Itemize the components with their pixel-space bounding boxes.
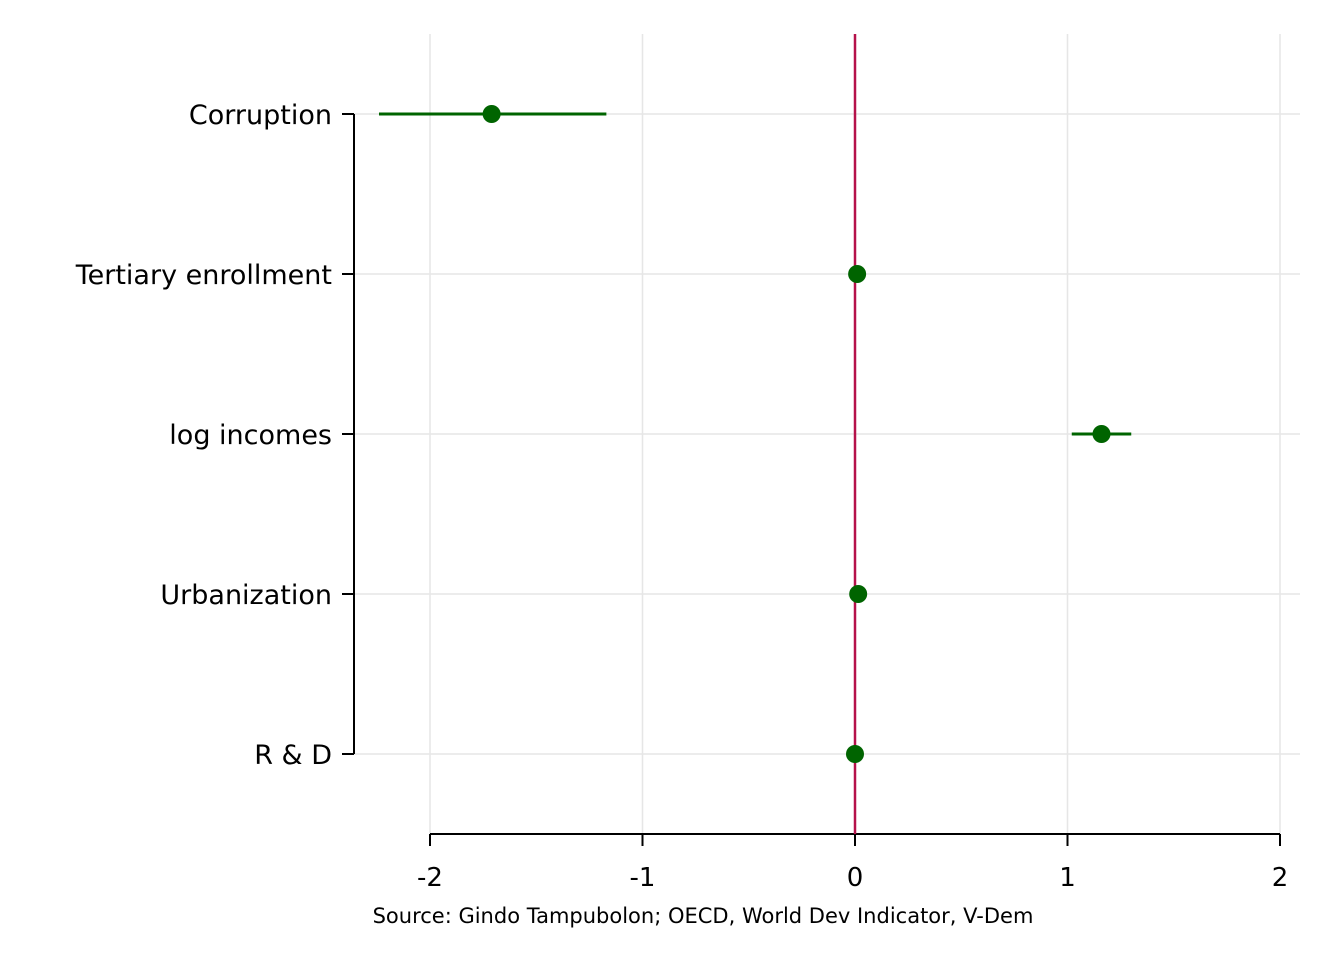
y-category-label: Corruption [189,100,332,131]
point-estimate [1092,425,1111,443]
y-category-label: Urbanization [160,580,332,611]
y-category-label: Tertiary enrollment [75,260,332,291]
point-estimate [848,265,867,283]
point-estimate [849,585,868,603]
source-note: Source: Gindo Tampubolon; OECD, World De… [373,904,1034,928]
x-tick-label: 2 [1272,863,1289,893]
x-tick-label: 1 [1059,863,1076,893]
point-estimate [482,105,501,123]
axis-labels: -2 -1 0 1 2 Corruption Tertiary enrollment log … [75,100,1289,893]
data-marks [379,105,1132,763]
x-tick-label: -2 [417,863,443,893]
x-tick-label: -1 [630,863,656,893]
y-category-label: log incomes [169,420,332,451]
point-estimate [846,745,864,763]
x-tick-label: 0 [847,863,864,893]
y-category-label: R & D [254,740,332,771]
